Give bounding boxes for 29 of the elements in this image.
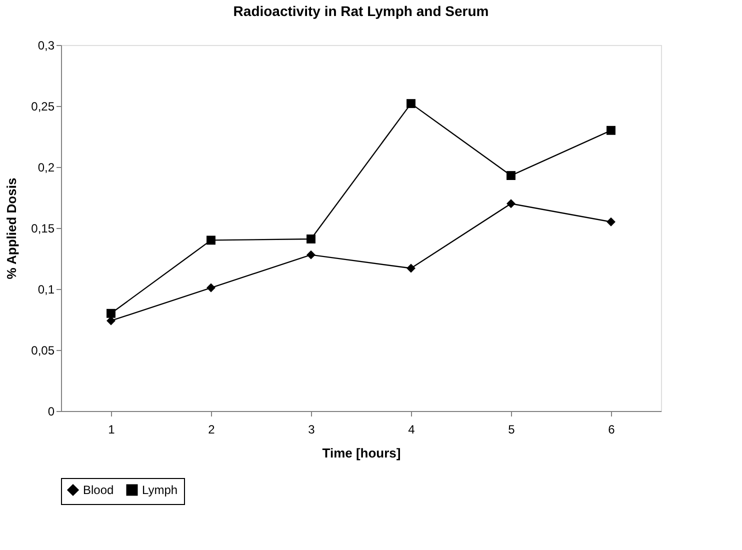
point (506, 199, 516, 208)
x-tick-label: 1 (108, 422, 116, 436)
y-tick-label: 0,1 (38, 282, 55, 296)
point (306, 234, 316, 244)
point (206, 283, 216, 292)
x-tick-label: 5 (508, 422, 516, 436)
legend-label: Lymph (142, 483, 178, 497)
y-tick-label: 0,25 (31, 100, 55, 114)
y-tick-label: 0,15 (31, 222, 55, 236)
x-tick-label: 3 (308, 422, 316, 436)
point (606, 126, 616, 135)
x-tick-label: 6 (608, 422, 616, 436)
point (406, 264, 416, 273)
x-tick-label: 2 (208, 422, 216, 436)
point (606, 217, 616, 226)
y-axis-title: % Applied Dosis (4, 178, 20, 280)
y-tick-label: 0,3 (38, 38, 55, 52)
chart-title: Radioactivity in Rat Lymph and Serum (233, 3, 489, 19)
point (106, 308, 116, 318)
y-tick-label: 0,2 (38, 160, 55, 174)
y-tick-label: 0 (48, 404, 55, 418)
point (306, 250, 316, 260)
point (206, 236, 216, 245)
legend-label: Blood (83, 483, 114, 497)
y-tick-label: 0,05 (31, 344, 55, 358)
point (406, 99, 416, 108)
x-tick-label: 4 (408, 422, 416, 436)
x-axis-title: Time [hours] (322, 446, 401, 460)
point (506, 171, 516, 180)
